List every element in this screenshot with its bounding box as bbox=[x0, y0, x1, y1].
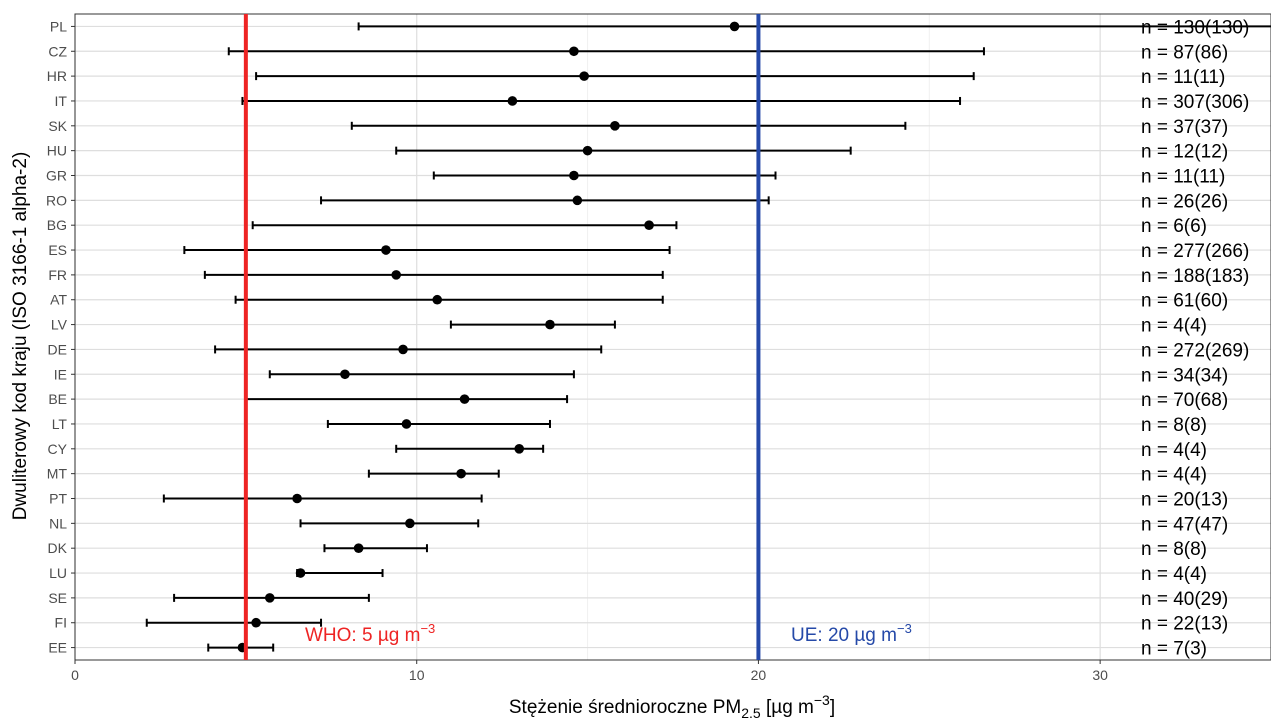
n-label: n = 188(183) bbox=[1141, 266, 1249, 287]
x-tick-labels: 0 10 20 30 bbox=[71, 660, 1108, 683]
y-tick-label: NL bbox=[49, 515, 67, 531]
n-label: n = 7(3) bbox=[1141, 639, 1207, 660]
n-label: n = 4(4) bbox=[1141, 465, 1207, 486]
mean-point bbox=[340, 369, 350, 380]
mean-point bbox=[381, 245, 391, 255]
x-tick-label: 30 bbox=[1092, 667, 1108, 683]
n-labels: n = 130(130) n = 87(86) n = 11(11) n = 307(… bbox=[1141, 17, 1249, 659]
y-tick-label: ES bbox=[48, 242, 67, 258]
panel-border bbox=[74, 13, 1271, 661]
mean-point bbox=[579, 71, 589, 81]
y-tick-label: BG bbox=[47, 217, 67, 233]
n-label: n = 130(130) bbox=[1141, 17, 1249, 38]
n-label: n = 272(269) bbox=[1141, 340, 1249, 361]
y-tick-labels: PL CZ HR IT SK HU GR RO BG ES FR AT LV DE IE BE LT CY MT PT… bbox=[46, 18, 75, 656]
y-tick-label: CZ bbox=[48, 43, 67, 59]
n-label: n = 37(37) bbox=[1141, 117, 1228, 138]
error-bars bbox=[145, 21, 1271, 653]
mean-point bbox=[459, 394, 470, 404]
x-tick-label: 0 bbox=[71, 667, 79, 683]
n-label: n = 87(86) bbox=[1141, 42, 1228, 63]
y-tick-label: IT bbox=[55, 93, 68, 109]
n-label: n = 11(11) bbox=[1141, 67, 1225, 88]
y-tick-label: DE bbox=[48, 341, 67, 357]
reference-lines bbox=[243, 14, 761, 660]
y-tick-label: PT bbox=[49, 491, 67, 507]
y-tick-label: RO bbox=[46, 192, 67, 208]
y-tick-label: AT bbox=[50, 292, 67, 308]
mean-point bbox=[401, 419, 412, 429]
y-tick-label: BE bbox=[48, 391, 67, 407]
y-tick-label: FI bbox=[55, 615, 67, 631]
n-label: n = 34(34) bbox=[1141, 365, 1228, 386]
mean-point bbox=[405, 518, 415, 529]
mean-point bbox=[729, 21, 740, 32]
mean-point bbox=[569, 46, 579, 57]
y-tick-label: EE bbox=[48, 640, 67, 656]
plot-panel bbox=[75, 14, 1271, 660]
y-tick-label: PL bbox=[50, 18, 67, 34]
n-label: n = 20(13) bbox=[1141, 490, 1228, 511]
n-label: n = 4(4) bbox=[1141, 316, 1207, 337]
n-label: n = 61(60) bbox=[1141, 291, 1228, 312]
n-label: n = 4(4) bbox=[1141, 440, 1207, 461]
n-label: n = 11(11) bbox=[1141, 167, 1225, 188]
mean-point bbox=[398, 344, 408, 355]
y-tick-label: SE bbox=[48, 590, 67, 606]
mean-point bbox=[295, 568, 306, 578]
mean-point bbox=[644, 220, 654, 230]
ue-reference-label: UE: 20 µg m−3 bbox=[791, 621, 912, 646]
gridlines bbox=[74, 13, 1271, 661]
who-reference-label: WHO: 5 µg m−3 bbox=[305, 621, 435, 646]
mean-point bbox=[292, 493, 302, 504]
y-tick-label: DK bbox=[48, 540, 68, 556]
mean-point bbox=[514, 444, 525, 454]
n-label: n = 26(26) bbox=[1141, 191, 1228, 212]
y-tick-label: CY bbox=[48, 441, 68, 457]
mean-point bbox=[572, 195, 583, 206]
mean-point bbox=[456, 468, 466, 479]
n-label: n = 12(12) bbox=[1141, 142, 1228, 163]
y-tick-label: SK bbox=[48, 118, 67, 134]
n-label: n = 277(266) bbox=[1141, 241, 1249, 262]
n-label: n = 6(6) bbox=[1141, 216, 1207, 237]
n-label: n = 307(306) bbox=[1141, 92, 1249, 113]
n-label: n = 4(4) bbox=[1141, 564, 1207, 585]
x-tick-label: 10 bbox=[409, 667, 425, 683]
n-label: n = 8(8) bbox=[1141, 539, 1207, 560]
n-label: n = 8(8) bbox=[1141, 415, 1207, 436]
mean-point bbox=[507, 96, 518, 106]
mean-point bbox=[569, 170, 579, 181]
mean-point bbox=[610, 121, 620, 131]
mean-point bbox=[353, 543, 364, 553]
mean-point bbox=[545, 319, 555, 330]
y-tick-label: HR bbox=[47, 68, 67, 84]
y-tick-label: LV bbox=[51, 317, 68, 333]
x-axis-title: Stężenie średnioroczne PM2.5 [µg m−3] bbox=[509, 692, 835, 720]
n-label: n = 40(29) bbox=[1141, 589, 1228, 610]
n-label: n = 22(13) bbox=[1141, 614, 1228, 635]
y-tick-label: IE bbox=[54, 366, 67, 382]
mean-point bbox=[251, 617, 261, 628]
y-tick-label: LU bbox=[49, 565, 67, 581]
y-tick-label: LT bbox=[52, 416, 68, 432]
y-tick-label: MT bbox=[47, 466, 68, 482]
mean-point bbox=[391, 270, 402, 280]
n-label: n = 47(47) bbox=[1141, 514, 1228, 535]
mean-point bbox=[264, 593, 275, 603]
mean-point bbox=[582, 145, 593, 156]
n-label: n = 70(68) bbox=[1141, 390, 1228, 411]
y-tick-label: HU bbox=[47, 143, 67, 159]
x-tick-label: 20 bbox=[751, 667, 767, 683]
y-axis-title: Dwuliterowy kod kraju (ISO 3166-1 alpha-… bbox=[10, 152, 31, 521]
y-tick-label: GR bbox=[46, 168, 67, 184]
mean-point bbox=[432, 294, 443, 305]
y-tick-label: FR bbox=[48, 267, 67, 283]
